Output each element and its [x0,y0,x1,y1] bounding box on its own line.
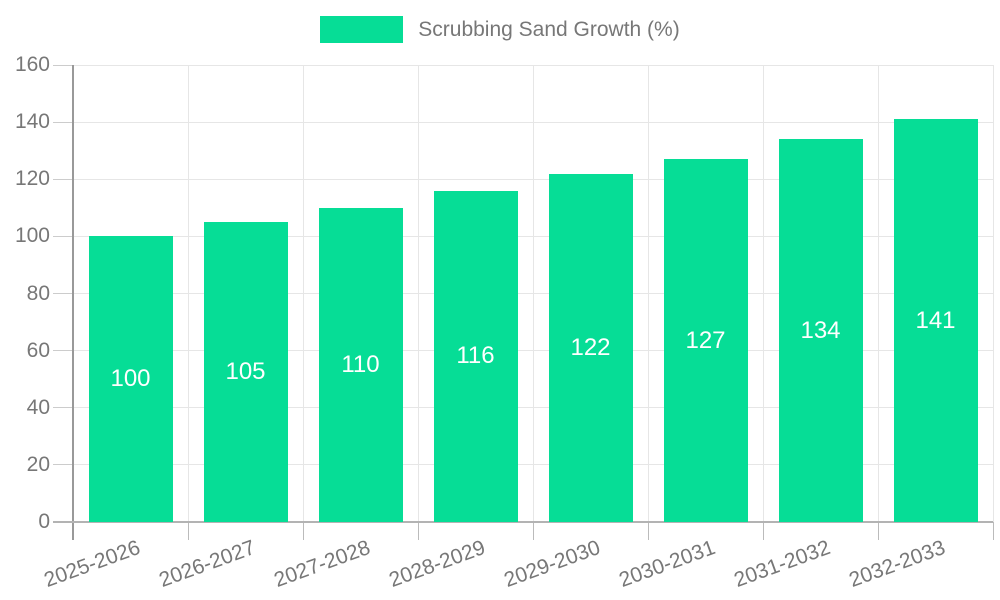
legend-label: Scrubbing Sand Growth (%) [418,17,680,41]
bar-value-label: 122 [570,333,611,361]
x-axis-tick-label: 2029-2030 [501,536,604,592]
gridline-vertical [647,65,649,522]
bar-2028-2029[interactable] [433,190,518,522]
gridline-vertical [877,65,879,522]
bar-2031-2032[interactable] [778,139,863,522]
gridline-vertical [417,65,419,522]
bar-value-label: 100 [110,365,151,393]
bar-2032-2033[interactable] [893,119,978,522]
bar-value-label: 141 [915,306,956,334]
y-axis-tick [53,121,73,123]
y-axis-tick [53,178,73,180]
bar-2027-2028[interactable] [318,207,403,522]
bar-2026-2027[interactable] [203,222,288,522]
x-axis-tick-label: 2028-2029 [386,536,489,592]
y-axis-tick [53,235,73,237]
x-axis-tick [532,522,534,540]
x-axis-tick [187,522,189,540]
y-axis-line [72,65,74,540]
x-axis-tick [992,522,994,540]
bar-2025-2026[interactable] [88,236,173,522]
y-axis-tick [53,64,73,66]
x-axis-tick-label: 2027-2028 [271,536,374,592]
y-axis-tick-label: 120 [14,167,50,191]
x-axis-tick [302,522,304,540]
x-axis-tick-label: 2031-2032 [731,536,834,592]
y-axis-tick-label: 100 [14,224,50,248]
x-axis-tick-label: 2025-2026 [41,536,144,592]
chart-legend[interactable]: Scrubbing Sand Growth (%) [0,16,1000,43]
y-axis-tick [53,350,73,352]
x-axis-tick [647,522,649,540]
bar-2030-2031[interactable] [663,159,748,522]
y-axis-tick [53,464,73,466]
x-axis-tick-label: 2030-2031 [616,536,719,592]
gridline-vertical [762,65,764,522]
y-axis-tick [53,293,73,294]
legend-swatch [320,16,404,43]
bar-value-label: 127 [685,326,726,354]
y-axis-tick [53,407,73,409]
x-axis-line [53,521,993,523]
y-axis-tick-label: 80 [26,281,50,305]
x-axis-tick-label: 2026-2027 [156,536,259,592]
x-axis-tick [417,522,419,540]
y-axis-tick-label: 60 [26,338,50,362]
bar-value-label: 116 [456,342,495,370]
bar-value-label: 110 [341,350,380,378]
gridline-vertical [532,65,534,522]
y-axis-tick-label: 40 [26,395,50,419]
bar-2029-2030[interactable] [548,173,633,522]
x-axis-tick [762,522,764,540]
gridline-vertical [187,65,189,522]
x-axis-tick-label: 2032-2033 [846,536,949,592]
gridline-vertical [302,65,304,522]
y-axis-tick-label: 140 [14,110,50,134]
y-axis-tick-label: 0 [38,510,50,533]
y-axis-tick-label: 20 [26,452,50,476]
x-axis-tick [877,522,879,540]
bar-value-label: 134 [800,316,841,344]
bar-value-label: 105 [225,358,266,386]
y-axis-tick-label: 160 [14,53,50,76]
gridline-vertical [992,65,994,522]
